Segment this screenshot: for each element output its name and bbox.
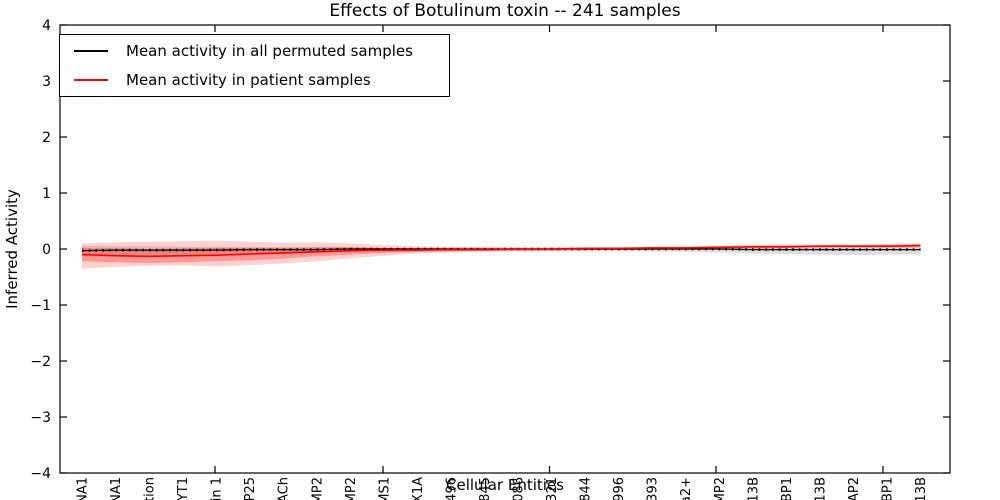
x-category-label: RAB3GAP2/RIMS1/UNC13B [914,477,929,500]
x-category-label: CHRNA1 [76,477,91,500]
x-category-label: STXIA/STXBP1 [780,477,795,500]
legend-label-permuted: Mean activity in all permuted samples [126,42,413,60]
legend-label-patient: Mean activity in patient samples [126,71,371,89]
y-tick-label: 1 [42,186,51,202]
legend-item-patient: Mean activity in patient samples [60,66,449,95]
y-tick-label: 3 [42,74,51,90]
y-tick-label: 2 [42,130,51,146]
x-category-label: UNC13B [813,477,828,500]
patient-line-sample [74,79,108,81]
x-category-label: UniProt:P30996 [612,477,627,500]
x-category-label: SNAP25 [243,477,258,500]
x-axis-label: Cellular Entities [446,476,564,494]
x-category-label: muscle contraction [143,477,158,500]
x-category-label: UniProt:Q00496 [444,477,459,500]
patient-mean-line [81,244,921,258]
x-category-label: STX1A/SNAP25/VAMP2 [344,477,359,500]
permuted-line-sample [74,50,108,52]
x-category-label: STX1A [411,477,426,500]
x-category-label: UniProt:P19321 [545,477,560,500]
y-tick-label: −1 [30,298,51,314]
x-category-label: RIMS1/UNC13B [746,477,761,500]
y-tick-label: 0 [42,242,51,258]
x-category-label: RAB3GAP2 [847,477,862,500]
legend: Mean activity in all permuted samples Me… [59,34,450,97]
x-category-label: UniProt:P10845 [478,477,493,500]
x-category-label: STX1A/SNAP25 fragment 1/VAMP2 [310,477,325,500]
chart-title: Effects of Botulinum toxin -- 241 sample… [329,1,681,21]
y-tick-label: −4 [30,466,51,482]
x-category-label: UniProt:Q60393 [646,477,661,500]
x-category-label: CST086 [512,477,527,500]
x-category-label: VAMP2 [713,477,728,500]
y-axis-label: Inferred Activity [3,189,21,309]
x-category-label: STXBP1 [881,477,896,500]
y-tick-label: 4 [42,18,51,34]
x-category-label: UniProt:P10844 [579,477,594,500]
x-category-label: ACh/Synaptotagmin 1 [210,477,225,500]
x-category-label: SYT1 [176,477,191,500]
x-category-label: mol:Ca2+ [679,477,694,500]
x-category-label: ACh/CHRNA1 [109,477,124,500]
x-category-label: mol:ACh [277,477,292,500]
y-tick-label: −2 [30,354,51,370]
y-tick-label: −3 [30,410,51,426]
x-category-label: RIMS1 [377,477,392,500]
legend-item-permuted: Mean activity in all permuted samples [60,37,449,66]
